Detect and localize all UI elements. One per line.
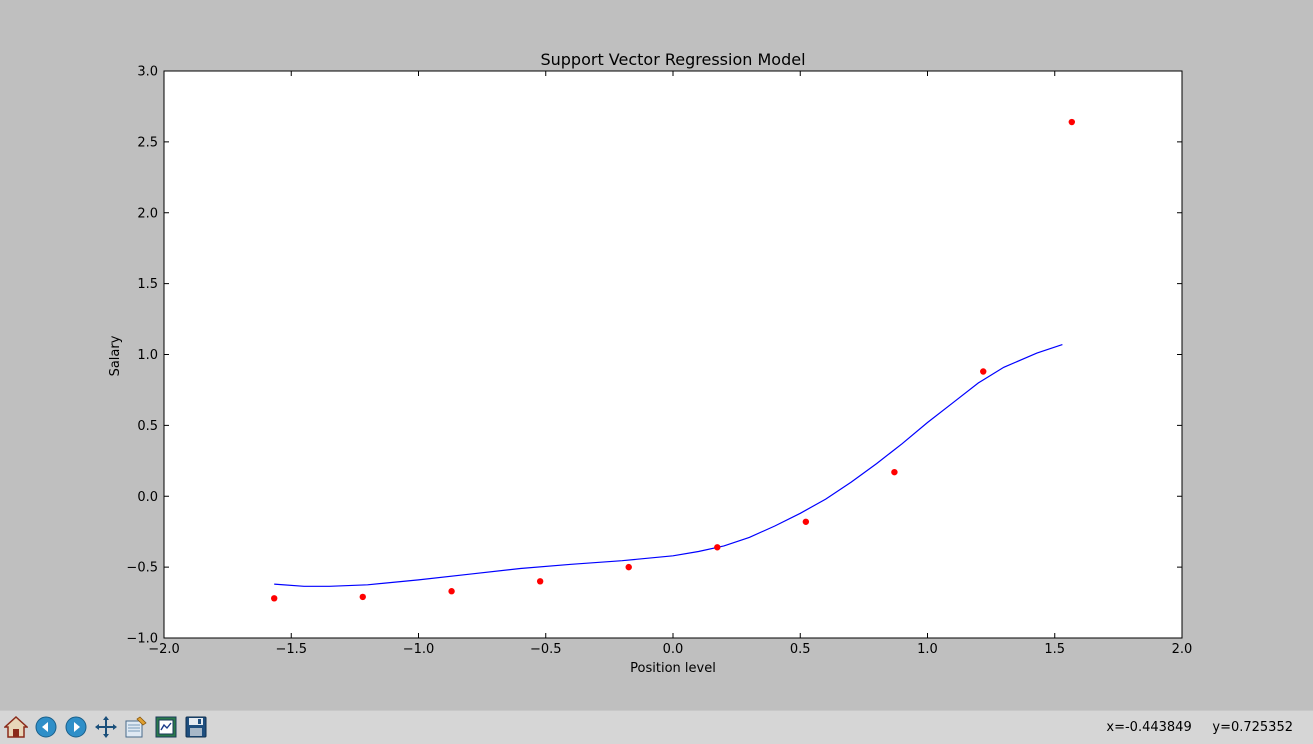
scatter-point <box>980 368 987 375</box>
zoom-rect-icon <box>125 716 147 738</box>
x-tick-label: 1.5 <box>1044 642 1065 657</box>
scatter-point <box>536 578 544 585</box>
navigation-toolbar: x=-0.443849 y=0.725352 <box>0 710 1313 744</box>
figure-canvas[interactable]: −2.0 −1.5 −1.0 −0.5 0.0 0.5 1.0 1.5 2.0 −1.0 −0.5… <box>0 0 1313 710</box>
x-tick-label: 2.0 <box>1172 642 1193 657</box>
save-button[interactable] <box>183 714 209 740</box>
chart-title: Support Vector Regression Model <box>540 50 805 69</box>
x-tick-label: 0.0 <box>663 642 684 657</box>
scatter-point <box>270 595 278 602</box>
y-tick-label: 0.0 <box>137 490 158 505</box>
scatter-point <box>891 468 898 476</box>
x-tick-label: 0.5 <box>790 642 811 657</box>
y-tick-label: −0.5 <box>126 561 158 576</box>
y-tick-labels: −1.0 −0.5 0.0 0.5 1.0 1.5 2.0 2.5 3.0 <box>126 65 158 647</box>
scatter-point <box>359 593 366 601</box>
subplots-config-icon <box>155 716 177 738</box>
x-axis-label: Position level <box>630 661 716 676</box>
scatter-point <box>625 563 632 571</box>
scatter-point <box>1068 118 1076 126</box>
scatter-point <box>448 588 455 595</box>
forward-button[interactable] <box>63 714 89 740</box>
x-tick-label: 1.0 <box>917 642 938 657</box>
x-tick-label: −0.5 <box>530 642 562 657</box>
chart-svg[interactable]: −2.0 −1.5 −1.0 −0.5 0.0 0.5 1.0 1.5 2.0 −1.0 −0.5… <box>0 0 1313 710</box>
home-button[interactable] <box>3 714 29 740</box>
plot-area[interactable] <box>163 70 1183 639</box>
y-tick-label: 0.5 <box>137 419 158 434</box>
y-tick-label: 2.0 <box>137 206 158 221</box>
pan-button[interactable] <box>93 714 119 740</box>
back-button[interactable] <box>33 714 59 740</box>
x-tick-label: −1.5 <box>275 642 307 657</box>
x-tick-label: −2.0 <box>148 642 180 657</box>
tick-marks <box>163 70 1183 639</box>
x-tick-label: −1.0 <box>403 642 435 657</box>
scatter-point <box>802 518 810 525</box>
y-tick-label: 3.0 <box>137 65 158 80</box>
series-group <box>270 118 1076 602</box>
y-tick-label: −1.0 <box>126 632 158 647</box>
save-icon <box>185 716 207 738</box>
zoom-rect-button[interactable] <box>123 714 149 740</box>
x-tick-labels: −2.0 −1.5 −1.0 −0.5 0.0 0.5 1.0 1.5 2.0 <box>148 642 1192 657</box>
y-tick-label: 1.0 <box>137 348 158 363</box>
y-tick-label: 1.5 <box>137 277 158 292</box>
pan-icon <box>95 716 117 738</box>
cursor-coordinates: x=-0.443849 y=0.725352 <box>1106 720 1293 735</box>
subplots-config-button[interactable] <box>153 714 179 740</box>
scatter-point <box>714 544 721 551</box>
y-tick-label: 2.5 <box>137 135 158 150</box>
forward-arrow-icon <box>65 716 87 738</box>
y-axis-label: Salary <box>108 335 123 376</box>
home-icon <box>4 715 28 738</box>
regression-line <box>274 344 1063 587</box>
back-arrow-icon <box>35 716 57 738</box>
